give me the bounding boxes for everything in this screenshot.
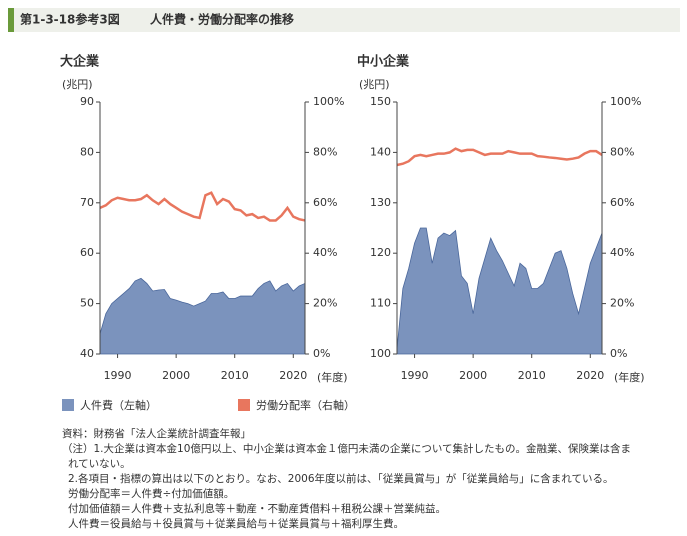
x-tick-label: 2000 <box>162 369 190 382</box>
y-tick-label: 140 <box>370 145 391 158</box>
x-tick-label: 2000 <box>459 369 487 382</box>
y2-tick-label: 40% <box>610 246 634 259</box>
y-tick-label: 100 <box>370 347 391 360</box>
x-tick-label: 2020 <box>576 369 604 382</box>
line <box>99 191 306 222</box>
x-tick-label: 1990 <box>401 369 429 382</box>
y-tick-label: 70 <box>80 196 94 209</box>
panel-title: 大企業 <box>60 54 100 70</box>
y-tick-label: 130 <box>370 196 391 209</box>
y-tick-label: 60 <box>80 246 94 259</box>
y-tick-label: 150 <box>370 95 391 108</box>
y2-tick-label: 40% <box>313 246 337 259</box>
legend-swatch <box>62 399 74 411</box>
legend-label: 労働分配率（右軸） <box>256 398 355 412</box>
y2-tick-label: 0% <box>610 347 627 360</box>
line <box>396 147 603 167</box>
legend-label: 人件費（左軸） <box>80 398 157 412</box>
note: 2.各項目・指標の算出は以下のとおり。なお、2006年度以前は、「従業員賞与」が… <box>68 472 613 485</box>
note: 資料：財務省「法人企業統計調査年報」 <box>62 427 251 440</box>
y-tick-label: 120 <box>370 246 391 259</box>
note: れていない。 <box>68 458 131 470</box>
figure-number: 第1-3-18参考3図 <box>20 12 120 27</box>
panel-title: 中小企業 <box>357 54 410 70</box>
y2-tick-label: 60% <box>610 196 634 209</box>
y2-tick-label: 20% <box>313 297 337 310</box>
y-tick-label: 50 <box>80 297 94 310</box>
x-tick-label: 2010 <box>518 369 546 382</box>
x-tick-label: 1990 <box>104 369 132 382</box>
x-tick-label: 2020 <box>279 369 307 382</box>
y-axis-unit: (兆円) <box>359 78 390 91</box>
header-accent <box>8 8 14 32</box>
note: （注）1.大企業は資本金10億円以上、中小企業は資本金１億円未満の企業について集… <box>62 442 631 455</box>
y-tick-label: 90 <box>80 95 94 108</box>
area <box>99 277 306 355</box>
x-axis-unit: (年度) <box>614 370 645 384</box>
y2-tick-label: 100% <box>313 95 344 108</box>
note: 人件費＝役員給与＋役員賞与＋従業員給与＋従業員賞与＋福利厚生費。 <box>68 517 404 530</box>
y-tick-label: 40 <box>80 347 94 360</box>
y2-tick-label: 80% <box>313 145 337 158</box>
header-bar <box>8 8 680 32</box>
y-axis-unit: (兆円) <box>62 78 93 91</box>
y-tick-label: 80 <box>80 145 94 158</box>
y-tick-label: 110 <box>370 297 391 310</box>
y2-tick-label: 20% <box>610 297 634 310</box>
figure-title: 人件費・労働分配率の推移 <box>150 12 294 27</box>
y2-tick-label: 60% <box>313 196 337 209</box>
y2-tick-label: 100% <box>610 95 641 108</box>
y2-tick-label: 0% <box>313 347 330 360</box>
legend-swatch <box>238 399 250 411</box>
note: 付加価値額＝人件費＋支払利息等＋動産・不動産賃借料＋租税公課＋営業純益。 <box>68 502 446 515</box>
note: 労働分配率＝人件費÷付加価値額。 <box>68 487 234 500</box>
area <box>396 227 603 355</box>
x-tick-label: 2010 <box>221 369 249 382</box>
y2-tick-label: 80% <box>610 145 634 158</box>
x-axis-unit: (年度) <box>317 370 348 384</box>
